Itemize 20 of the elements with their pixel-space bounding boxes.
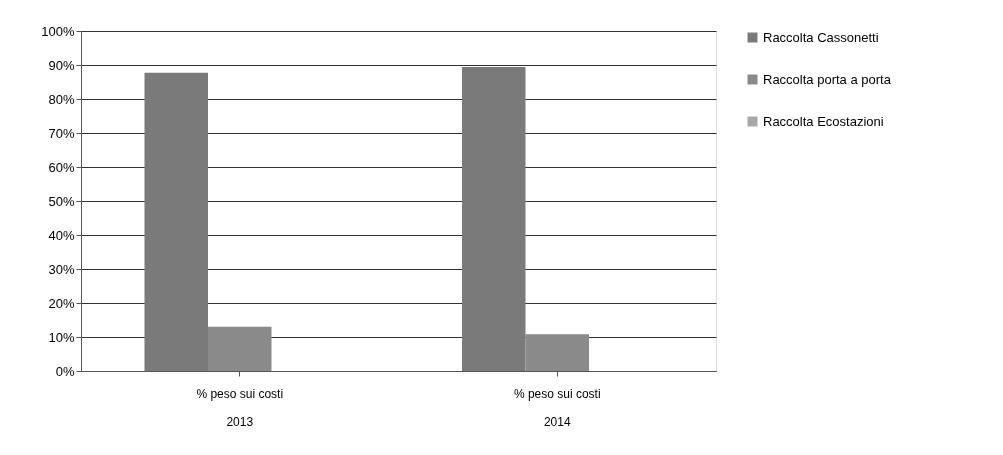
y-tick-label: 20%	[48, 295, 75, 311]
y-tick-label: 50%	[48, 193, 75, 209]
y-tick-label: 70%	[48, 125, 75, 141]
y-tick-label: 30%	[48, 261, 75, 277]
y-tick-label: 90%	[48, 57, 75, 73]
y-tick-label: 60%	[48, 159, 75, 175]
legend-label: Raccolta Cassonetti	[763, 29, 879, 45]
bar	[144, 72, 208, 371]
legend-label: Raccolta Ecostazioni	[763, 113, 884, 129]
y-tick-label: 40%	[48, 227, 75, 243]
y-tick-label: 0%	[55, 363, 75, 379]
bar	[208, 326, 272, 371]
y-tick-label: 100%	[41, 23, 75, 39]
bar	[462, 67, 526, 371]
x-tick-label: % peso sui costi 2013	[196, 386, 284, 429]
legend-label: Raccolta porta a porta	[763, 71, 892, 87]
bar	[525, 334, 589, 371]
y-tick-label: 10%	[48, 329, 75, 345]
y-tick-label: 80%	[48, 91, 75, 107]
x-tick-label: % peso sui costi 2014	[513, 386, 601, 429]
